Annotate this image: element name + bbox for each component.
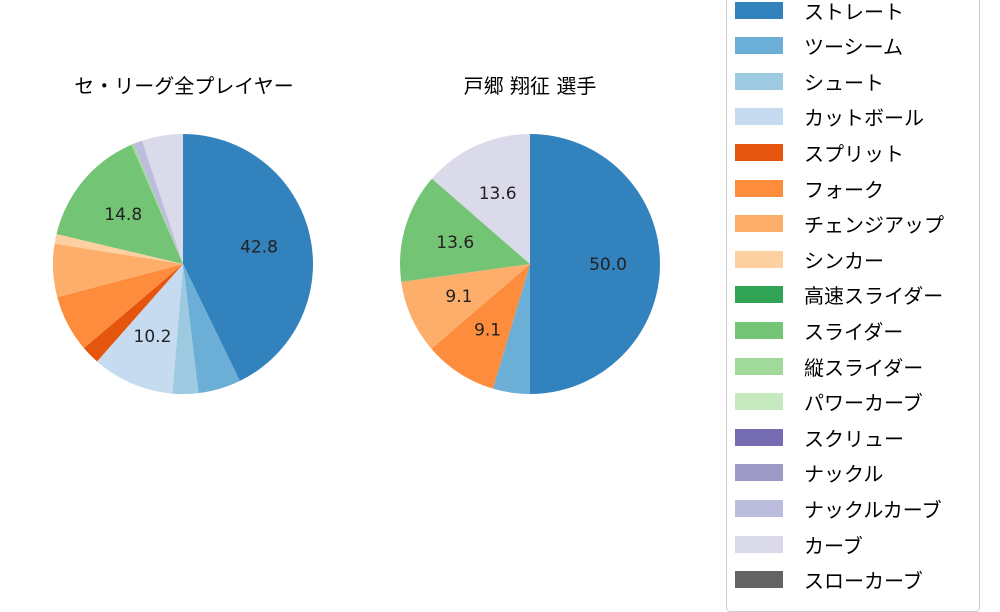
legend-swatch	[735, 250, 783, 268]
slice-value-label: 14.8	[104, 205, 142, 225]
legend-item: スクリュー	[735, 422, 904, 452]
pie-slice	[83, 264, 183, 362]
legend-swatch	[735, 286, 783, 304]
legend-swatch	[735, 535, 783, 553]
slice-value-label: 9.1	[474, 320, 501, 340]
legend-item: パワーカーブ	[735, 387, 923, 417]
slice-value-label: 42.8	[240, 238, 278, 258]
legend-swatch	[735, 464, 783, 482]
legend-item: シンカー	[735, 244, 884, 274]
legend-swatch	[735, 393, 783, 411]
left-pie-title: セ・リーグ全プレイヤー	[74, 74, 294, 98]
legend-swatch	[735, 571, 783, 589]
slice-value-label: 13.6	[479, 184, 517, 204]
pie-slice	[54, 234, 183, 264]
legend-label: パワーカーブ	[804, 391, 923, 416]
legend-label: スプリット	[804, 141, 904, 166]
legend-swatch	[735, 72, 783, 90]
legend-swatch	[735, 1, 783, 19]
legend-item: ナックル	[735, 458, 883, 488]
slice-value-label: 9.1	[445, 287, 472, 307]
legend-item: スローカーブ	[735, 565, 923, 595]
legend-label: ストレート	[804, 0, 904, 24]
pie-slice	[530, 134, 660, 394]
legend-label: 縦スライダー	[804, 355, 924, 380]
legend-swatch	[735, 143, 783, 161]
legend-item: スライダー	[735, 315, 903, 345]
pie-slice	[431, 134, 530, 264]
legend-item: チェンジアップ	[735, 209, 944, 239]
legend-item: スプリット	[735, 137, 904, 167]
legend-label: カットボール	[804, 106, 924, 131]
legend-item: カットボール	[735, 102, 924, 132]
legend-swatch	[735, 321, 783, 339]
legend-label: シュート	[804, 70, 884, 95]
legend-item: フォーク	[735, 173, 884, 203]
pie-slice	[56, 144, 183, 264]
legend-swatch	[735, 215, 783, 233]
legend-label: ナックルカーブ	[804, 497, 942, 522]
pie-slice	[492, 264, 530, 394]
legend-swatch	[735, 499, 783, 517]
legend-label: スクリュー	[804, 426, 904, 451]
player-pie-chart: 50.0 9.19.1 13.6 13.6	[400, 134, 660, 394]
legend-item: カーブ	[735, 529, 863, 559]
pie-slice	[183, 134, 313, 381]
pie-slice	[142, 134, 183, 264]
pie-slice	[57, 264, 183, 349]
slice-value-label: 13.6	[436, 233, 474, 253]
pie-slice	[133, 140, 183, 264]
legend-item: 縦スライダー	[735, 351, 923, 381]
legend-swatch	[735, 37, 783, 55]
legend-swatch	[735, 179, 783, 197]
legend-label: ナックル	[804, 462, 884, 487]
pie-slice	[431, 264, 530, 389]
legend-label: フォーク	[804, 177, 884, 202]
legend-swatch	[735, 428, 783, 446]
legend-swatch	[735, 108, 783, 126]
legend-label: ツーシーム	[804, 35, 903, 60]
legend-item: 高速スライダー	[735, 280, 943, 310]
legend-item: シュート	[735, 66, 884, 96]
slice-value-label: 10.2	[134, 327, 172, 347]
legend-label: カーブ	[804, 533, 863, 558]
legend-label: スローカーブ	[804, 569, 923, 594]
legend-item: ナックルカーブ	[735, 493, 942, 523]
pie-slice	[53, 243, 183, 298]
pie-slice	[172, 264, 199, 394]
legend-item: ツーシーム	[735, 31, 903, 61]
right-pie-title: 戸郷 翔征 選手	[463, 74, 597, 98]
pie-slice	[401, 264, 530, 349]
league-pie-chart: 42.8 10.2 14.8	[53, 134, 313, 394]
legend-label: 高速スライダー	[804, 284, 944, 309]
pie-slice	[400, 178, 530, 282]
pie-slice	[131, 143, 183, 264]
legend-item: ストレート	[735, 0, 904, 25]
legend: ストレートツーシームシュートカットボール スプリットフォークチェンジアップ シンカー…	[726, 0, 980, 612]
legend-label: シンカー	[804, 248, 884, 273]
pie-slice	[97, 264, 183, 394]
legend-label: チェンジアップ	[804, 213, 944, 238]
pie-slice	[183, 264, 240, 394]
legend-label: スライダー	[804, 319, 904, 344]
slice-value-label: 50.0	[589, 255, 627, 275]
legend-swatch	[735, 357, 783, 375]
